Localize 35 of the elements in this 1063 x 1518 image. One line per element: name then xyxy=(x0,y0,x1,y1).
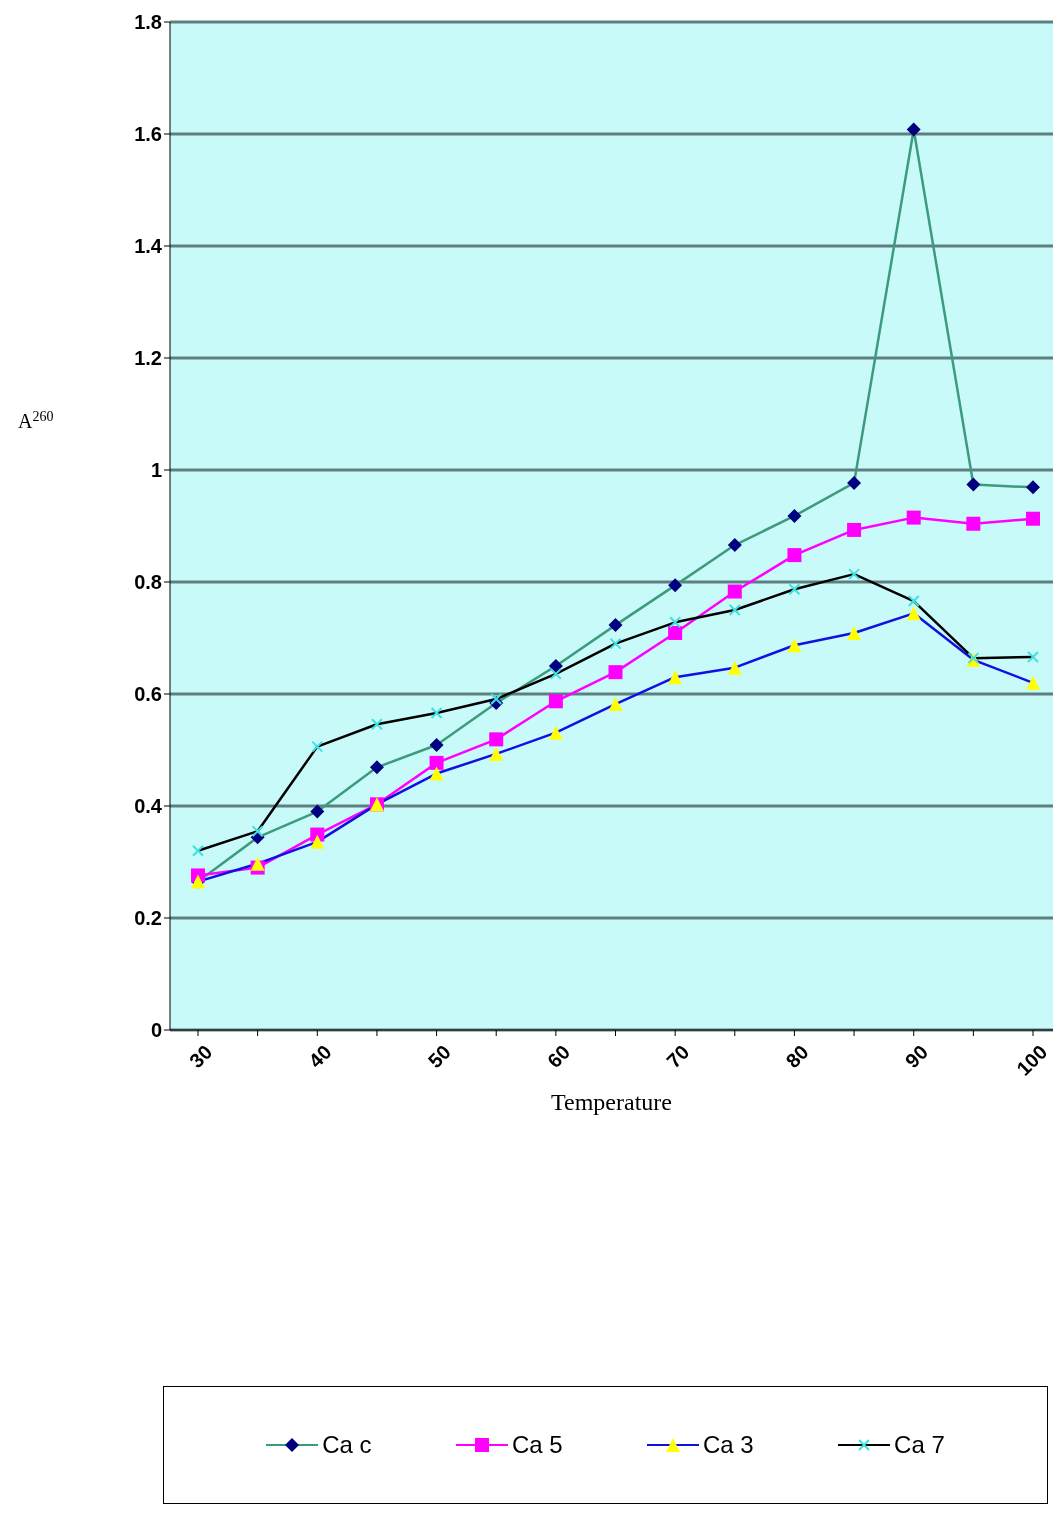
x-tick-label: 30 xyxy=(185,1040,217,1072)
x-axis-title: Temperature xyxy=(551,1089,672,1115)
x-tick-label: 70 xyxy=(662,1040,694,1072)
y-tick-label: 0 xyxy=(150,1019,162,1042)
x-tick-label: 100 xyxy=(1012,1040,1052,1080)
y-tick-label: 1.2 xyxy=(134,347,162,370)
y-tick-label: 1.6 xyxy=(134,123,162,146)
point xyxy=(727,584,742,599)
x-tick-label: 40 xyxy=(304,1040,336,1072)
y-tick-label: 0.2 xyxy=(134,907,162,930)
legend-label: Ca 3 xyxy=(703,1431,754,1459)
x-tick-label: 80 xyxy=(781,1040,813,1072)
y-tick-label: 1.8 xyxy=(134,11,162,34)
point xyxy=(489,732,504,747)
y-tick-label: 0.4 xyxy=(134,795,163,818)
point xyxy=(787,548,802,563)
y-axis-title: A$^{260}$ xyxy=(18,408,54,432)
point xyxy=(548,694,563,709)
legend-label: Ca 5 xyxy=(511,1431,563,1459)
point xyxy=(429,755,444,770)
y-tick-label: 1.4 xyxy=(134,235,163,258)
y-tick-label: 1 xyxy=(150,459,162,482)
point xyxy=(906,510,921,525)
y-tick-label: 0.6 xyxy=(134,683,162,706)
x-tick-label: 90 xyxy=(900,1040,933,1072)
point xyxy=(966,516,981,531)
point xyxy=(668,625,683,640)
x-tick-label: 50 xyxy=(423,1040,455,1072)
y-tick-label: 0.8 xyxy=(134,571,162,594)
point xyxy=(608,665,623,680)
legend-label: Ca 7 xyxy=(894,1431,945,1459)
point xyxy=(847,522,862,537)
point xyxy=(1026,511,1040,526)
legend-label: Ca c xyxy=(322,1431,372,1459)
x-tick-label: 60 xyxy=(542,1040,575,1072)
